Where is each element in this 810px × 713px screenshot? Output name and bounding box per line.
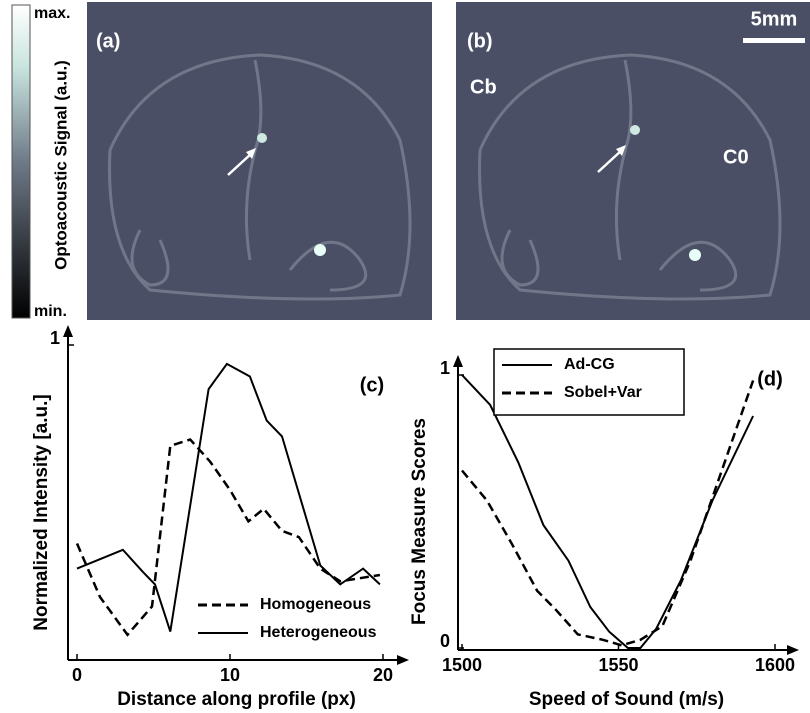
x-tick-label: 20 [373,665,393,685]
y-tick-label: 1 [440,358,450,378]
legend-label: Ad-CG [564,356,615,373]
series-line [461,380,755,647]
y-axis-arrow [63,325,73,337]
x-tick-label: 1600 [755,655,795,675]
x-axis-label: Distance along profile (px) [117,689,356,710]
panel-label: (a) [96,30,120,52]
annotation: Cb [470,76,497,98]
x-axis-arrow [397,655,409,665]
y-axis-label: Normalized Intensity [a.u.] [31,394,52,630]
image-a [87,2,432,320]
y-tick-label: 0 [440,631,450,651]
colorbar-label: Optoacoustic Signal (a.u.) [51,60,70,270]
x-tick-label: 0 [72,665,82,685]
colorbar-min: min. [34,303,67,320]
series-line [75,438,381,637]
y-axis-arrow [453,355,463,367]
x-tick-label: 1500 [442,655,482,675]
y-axis-label: Focus Measure Scores [409,418,430,625]
legend-box [493,348,685,416]
y-tick-label: 1 [50,328,60,348]
panel-label: (c) [360,374,384,396]
legend-label: Homogeneous [260,596,371,613]
legend-label: Sobel+Var [564,384,642,401]
x-axis-arrow [787,645,799,655]
x-axis-label: Speed of Sound (m/s) [529,689,724,710]
annotation: C0 [723,146,749,168]
scale-bar-label: 5mm [751,8,798,30]
colorbar-max: max. [34,5,70,22]
image-b [456,2,810,320]
panel-label: (d) [757,368,783,390]
series-line [76,362,381,632]
panel-label: (b) [467,30,493,52]
series-line [461,374,755,649]
x-tick-label: 10 [220,665,240,685]
x-tick-label: 1550 [598,655,638,675]
colorbar [11,4,31,319]
legend-label: Heterogeneous [260,624,377,641]
